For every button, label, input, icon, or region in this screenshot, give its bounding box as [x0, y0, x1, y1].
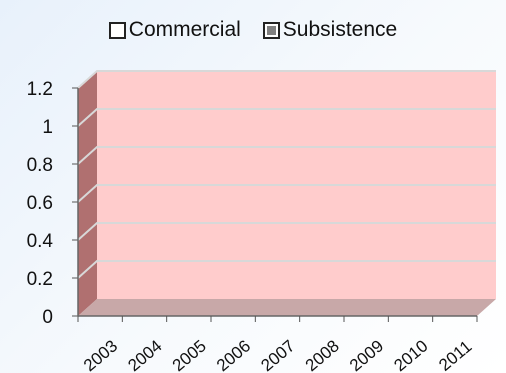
x-tick-label: 2008 [302, 336, 343, 373]
legend-swatch-commercial [108, 21, 126, 39]
floor [78, 299, 496, 316]
y-tick-label: 0.8 [27, 155, 53, 176]
x-tick-label: 2011 [435, 337, 475, 373]
x-tick-label: 2006 [213, 336, 254, 373]
gridline [77, 146, 496, 165]
gridline [77, 222, 496, 241]
gridline [77, 70, 496, 89]
y-tick-label: 0.2 [27, 269, 53, 290]
gridline [77, 260, 496, 279]
y-tick-label: 0 [42, 307, 53, 328]
legend-item-commercial: Commercial [108, 18, 241, 42]
x-tick-label: 2010 [390, 336, 431, 373]
legend: Commercial Subsistence [0, 18, 506, 42]
x-tick-label: 2004 [124, 336, 165, 373]
legend-swatch-subsistence [262, 21, 280, 39]
legend-label-subsistence: Subsistence [282, 18, 398, 41]
y-tick-label: 0.4 [27, 231, 54, 252]
gridline [77, 184, 496, 203]
legend-item-subsistence: Subsistence [262, 18, 398, 42]
y-tick-label: 0.6 [27, 193, 53, 214]
gridline [77, 108, 496, 127]
x-tick-label: 2007 [257, 336, 298, 373]
x-tick-label: 2009 [346, 336, 387, 373]
y-tick-label: 1 [42, 117, 53, 138]
x-tick-label: 2003 [80, 336, 121, 373]
x-tick-label: 2005 [169, 336, 210, 373]
y-tick-label: 1.2 [27, 79, 53, 100]
legend-label-commercial: Commercial [128, 18, 241, 41]
